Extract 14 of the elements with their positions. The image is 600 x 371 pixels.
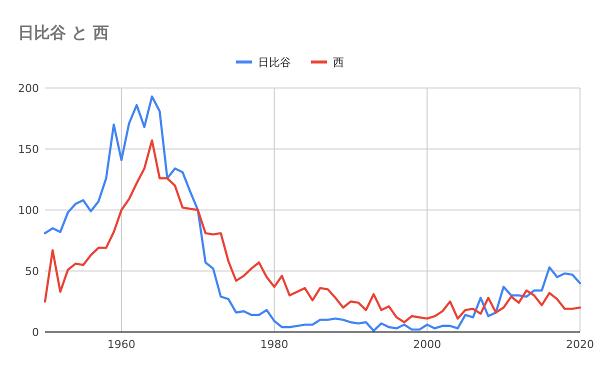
y-tick-label: 50 (25, 264, 39, 278)
legend-label: 日比谷 (258, 56, 291, 69)
y-tick-label: 150 (18, 142, 39, 156)
x-tick-label: 1980 (260, 338, 288, 351)
chart-title: 日比谷 と 西 (18, 23, 110, 42)
x-tick-label: 2000 (413, 338, 442, 351)
x-tick-label: 2020 (566, 338, 594, 351)
y-tick-label: 200 (18, 82, 39, 95)
legend-label: 西 (333, 56, 344, 69)
line-series (44, 139, 582, 324)
line-series (44, 95, 582, 332)
y-tick-label: 100 (18, 204, 39, 217)
x-tick-label: 1960 (107, 338, 136, 351)
y-tick-label: 0 (32, 326, 39, 339)
